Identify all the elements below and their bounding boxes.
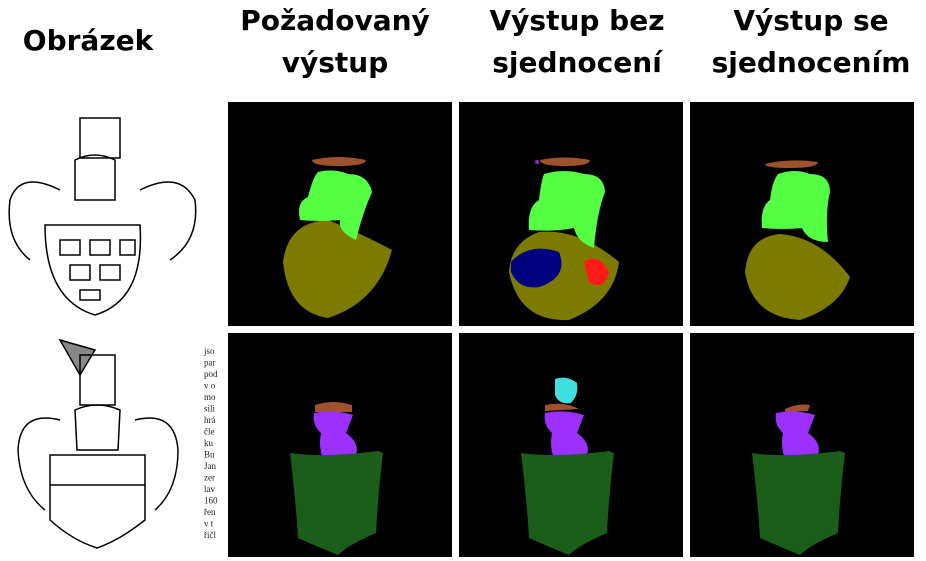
side-text-fragment: řičl [204,530,216,540]
side-text-fragment: zer [204,473,215,483]
side-text-fragment: 160 [204,496,218,506]
side-text-fragment: Jan [204,461,216,471]
coat-of-arms-2 [17,338,179,549]
side-text-fragment: sili [204,404,216,414]
panel-merge-1 [690,102,914,326]
side-text-fragment: v o [204,381,216,391]
panel-no-merge-1 [459,102,683,326]
side-text-fragment: jso [203,346,215,356]
panel-desired-1 [228,102,452,326]
column-header: Obrázek [23,24,155,57]
column-header: Výstup bez [489,4,664,37]
column-header: Výstup se [733,4,888,37]
coat-of-arms-1 [8,117,197,316]
side-text-fragment: v t [204,519,214,529]
column-header: sjednocením [712,46,911,79]
side-text-fragment: par [204,358,216,368]
panel-no-merge-2 [459,333,683,557]
panel-desired-2 [228,333,452,557]
side-text-fragment: hrá [204,415,216,425]
side-text-fragment: řen [204,507,216,517]
panel-merge-2 [690,333,914,557]
column-header: sjednocení [492,46,663,79]
side-text-fragment: čle [204,427,215,437]
side-text-fragment: pod [204,369,218,379]
column-header: Požadovaný [240,4,430,37]
column-header: výstup [282,46,389,79]
side-text-fragment: ku [204,438,214,448]
side-text-fragment: mo [204,392,216,402]
side-text-fragment: Bu [204,450,215,460]
headers: Obrázek Požadovaný výstup Výstup bez sjednoc… [23,4,911,79]
side-text-fragment: lav [204,484,215,494]
